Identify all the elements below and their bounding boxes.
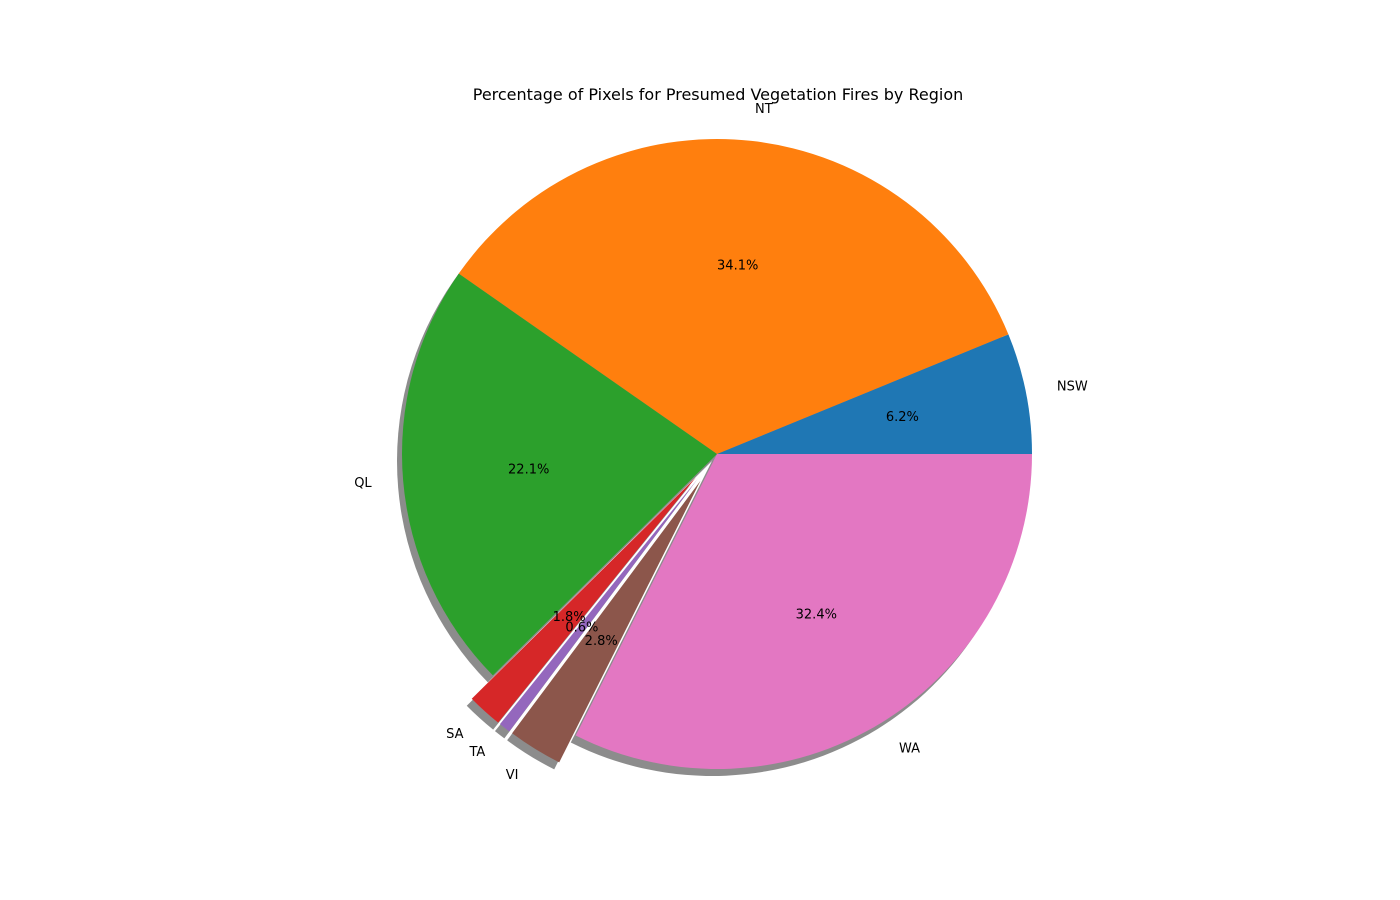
slice-label-wa: WA — [899, 741, 920, 756]
pie-slice-ta — [499, 478, 698, 732]
slice-label-sa: SA — [446, 727, 463, 742]
pie-slice-vi — [512, 480, 701, 763]
pct-label-ql: 22.1% — [508, 463, 549, 478]
pie-slices — [402, 139, 1032, 769]
pct-label-vi: 2.8% — [585, 634, 618, 649]
slice-label-nsw: NSW — [1057, 379, 1088, 394]
pct-label-sa: 1.8% — [553, 610, 586, 625]
pie-slice-wa — [575, 454, 1032, 769]
pct-label-ta: 0.6% — [565, 621, 598, 636]
chart-title: Percentage of Pixels for Presumed Vegeta… — [473, 85, 964, 104]
slice-label-nt: NT — [755, 102, 773, 117]
slice-label-ta: TA — [468, 745, 485, 760]
pct-label-wa: 32.4% — [796, 607, 837, 622]
slice-label-ql: QL — [354, 476, 372, 491]
pie-labels: NSW 6.2% NT 34.1% QL 22.1% SA 1.8% TA 0.6% VI 2.8% W… — [354, 102, 1088, 783]
pct-label-nsw: 6.2% — [886, 410, 919, 425]
pie-slice-nt — [458, 139, 1009, 454]
pct-label-nt: 34.1% — [717, 259, 758, 274]
pie-slice-nsw — [717, 334, 1032, 454]
pie-slice-sa — [471, 477, 696, 723]
slice-label-vi: VI — [506, 768, 519, 783]
pie-slice-ql — [402, 273, 717, 676]
